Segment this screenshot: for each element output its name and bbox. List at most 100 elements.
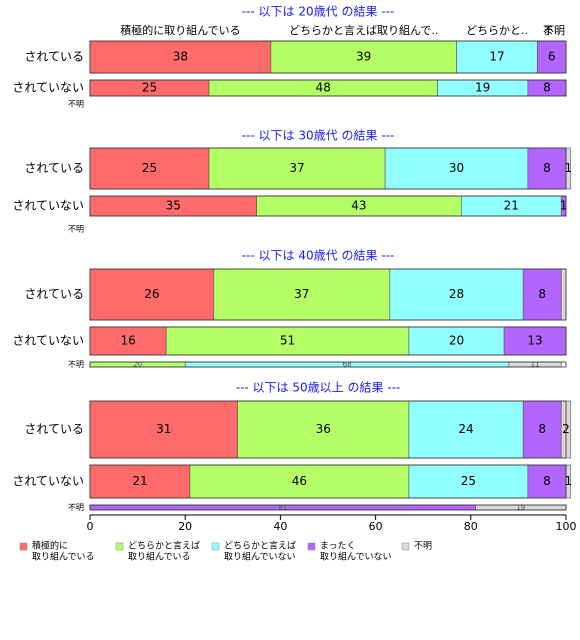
- legend-label: 不明: [414, 541, 432, 552]
- column-header-label: ま..: [543, 24, 561, 37]
- x-tick-label: 100: [556, 520, 577, 533]
- data-label: 17: [489, 50, 504, 64]
- x-tick-label: 80: [464, 520, 478, 533]
- bar-outline: [89, 268, 567, 321]
- data-label: 37: [289, 161, 304, 175]
- bar-outline: [89, 504, 567, 511]
- bar-segment: [408, 464, 529, 499]
- row-label: されていない: [12, 199, 84, 213]
- legend-swatch: [401, 542, 410, 551]
- bar-outline: [89, 147, 567, 190]
- row-label: されていない: [12, 474, 84, 488]
- data-label: 28: [449, 287, 464, 301]
- bar-outline: [89, 195, 567, 217]
- data-label: 36: [316, 422, 331, 436]
- x-tick-label: 0: [87, 520, 94, 533]
- data-label: 20: [449, 334, 464, 348]
- data-label: 16: [120, 334, 135, 348]
- data-label: 25: [142, 161, 157, 175]
- data-label: 13: [527, 334, 542, 348]
- row-label: されていない: [12, 81, 84, 95]
- bar-segment: [408, 326, 505, 356]
- bar-outline: [89, 400, 567, 459]
- column-header-label: 積極的に取り組んでいる: [120, 23, 240, 37]
- data-label: 19: [475, 81, 490, 95]
- data-label: 30: [449, 161, 464, 175]
- row-label: 不明: [68, 225, 84, 234]
- data-label: 25: [461, 474, 476, 488]
- data-label: 8: [543, 161, 551, 175]
- x-tick-label: 20: [178, 520, 192, 533]
- bar-outline: [89, 79, 567, 97]
- legend-swatch: [115, 542, 124, 551]
- panel-title: --- 以下は 50歳以上 の結果 ---: [236, 381, 401, 395]
- row-label: されていない: [12, 334, 84, 348]
- data-label: 68: [343, 361, 352, 369]
- column-header-label: どちらかと言えば取り組んで..: [289, 24, 438, 37]
- data-label: 8: [543, 474, 551, 488]
- legend-swatch: [211, 542, 220, 551]
- bar-segment: [389, 268, 524, 321]
- x-tick-label: 40: [273, 520, 287, 533]
- data-label: 51: [280, 334, 295, 348]
- row-label: 不明: [68, 360, 84, 369]
- data-label: 35: [166, 199, 181, 213]
- data-label: 1: [565, 474, 573, 488]
- data-label: 26: [144, 287, 159, 301]
- legend-label: 取り組んでいない: [224, 551, 296, 563]
- legend-label: 積極的に: [32, 540, 68, 552]
- data-label: 11: [531, 361, 540, 369]
- legend-label: まったく: [320, 541, 356, 552]
- legend-label: 取り組んでいない: [320, 551, 392, 563]
- bar-segment: [89, 400, 238, 459]
- data-label: 81: [278, 504, 287, 512]
- bar-segment: [89, 464, 191, 499]
- legend-swatch: [307, 542, 316, 551]
- data-label: 8: [538, 287, 546, 301]
- legend-label: 取り組んでいる: [128, 551, 191, 563]
- data-label: 38: [173, 50, 188, 64]
- data-label: 1: [565, 161, 573, 175]
- data-label: 43: [351, 199, 366, 213]
- data-label: 25: [142, 81, 157, 95]
- data-label: 21: [504, 199, 519, 213]
- bar-outline: [89, 464, 567, 499]
- legend-label: どちらかと言えば: [224, 540, 296, 552]
- data-label: 8: [538, 422, 546, 436]
- data-label: 39: [356, 50, 371, 64]
- bar-segment: [384, 147, 529, 190]
- row-label: 不明: [68, 100, 84, 109]
- bar-segment: [503, 326, 567, 356]
- bar-segment: [208, 147, 386, 190]
- panel-title: --- 以下は 20歳代 の結果 ---: [242, 5, 395, 19]
- data-label: 46: [292, 474, 307, 488]
- legend-label: どちらかと言えば: [128, 540, 200, 552]
- row-label: されている: [24, 161, 84, 175]
- data-label: 48: [316, 81, 331, 95]
- bar-segment: [560, 268, 567, 321]
- panel-title: --- 以下は 40歳代 の結果 ---: [242, 249, 395, 263]
- data-label: 31: [156, 422, 171, 436]
- row-label: 不明: [68, 503, 84, 512]
- bar-outline: [89, 361, 567, 368]
- row-label: されている: [24, 422, 84, 436]
- bar-outline: [89, 40, 567, 74]
- column-header-label: 不明: [543, 24, 565, 37]
- panel-title: --- 以下は 30歳代 の結果 ---: [242, 129, 395, 143]
- row-label: されている: [24, 50, 84, 64]
- x-tick-label: 60: [369, 520, 383, 533]
- bar-segment: [89, 326, 167, 356]
- data-label: 6: [548, 50, 556, 64]
- bar-segment: [522, 400, 562, 459]
- row-label: されている: [24, 287, 84, 301]
- data-label: 1: [560, 199, 568, 213]
- data-label: 8: [543, 81, 551, 95]
- data-label: 21: [132, 474, 147, 488]
- column-header-label: どちらかと..: [466, 24, 528, 37]
- data-label: 37: [294, 287, 309, 301]
- legend-label: 取り組んでいる: [32, 551, 95, 563]
- data-label: 20: [133, 361, 142, 369]
- data-label: 24: [458, 422, 473, 436]
